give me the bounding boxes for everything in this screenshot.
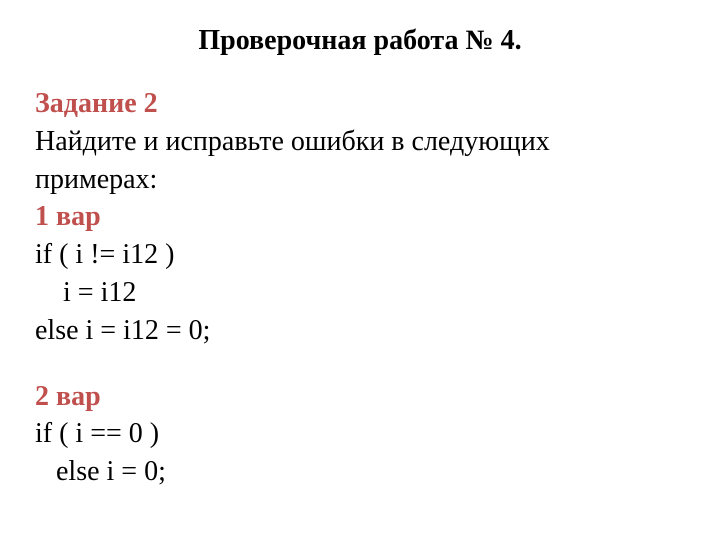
- variant-1-code-line-2: i = i12: [35, 274, 685, 312]
- variant-1-header: 1 вар: [35, 198, 685, 236]
- instruction-line-1: Найдите и исправьте ошибки в следующих: [35, 123, 685, 161]
- spacer: [35, 350, 685, 378]
- content-block: Задание 2 Найдите и исправьте ошибки в с…: [35, 85, 685, 491]
- page-title: Проверочная работа № 4.: [35, 25, 685, 57]
- variant-1-code-line-1: if ( i != i12 ): [35, 236, 685, 274]
- instruction-line-2: примерах:: [35, 161, 685, 199]
- variant-1-code-line-3: else i = i12 = 0;: [35, 312, 685, 350]
- variant-2-code-line-1: if ( i == 0 ): [35, 415, 685, 453]
- variant-2-header: 2 вар: [35, 378, 685, 416]
- task-header: Задание 2: [35, 85, 685, 123]
- variant-2-code-line-2: else i = 0;: [35, 453, 685, 491]
